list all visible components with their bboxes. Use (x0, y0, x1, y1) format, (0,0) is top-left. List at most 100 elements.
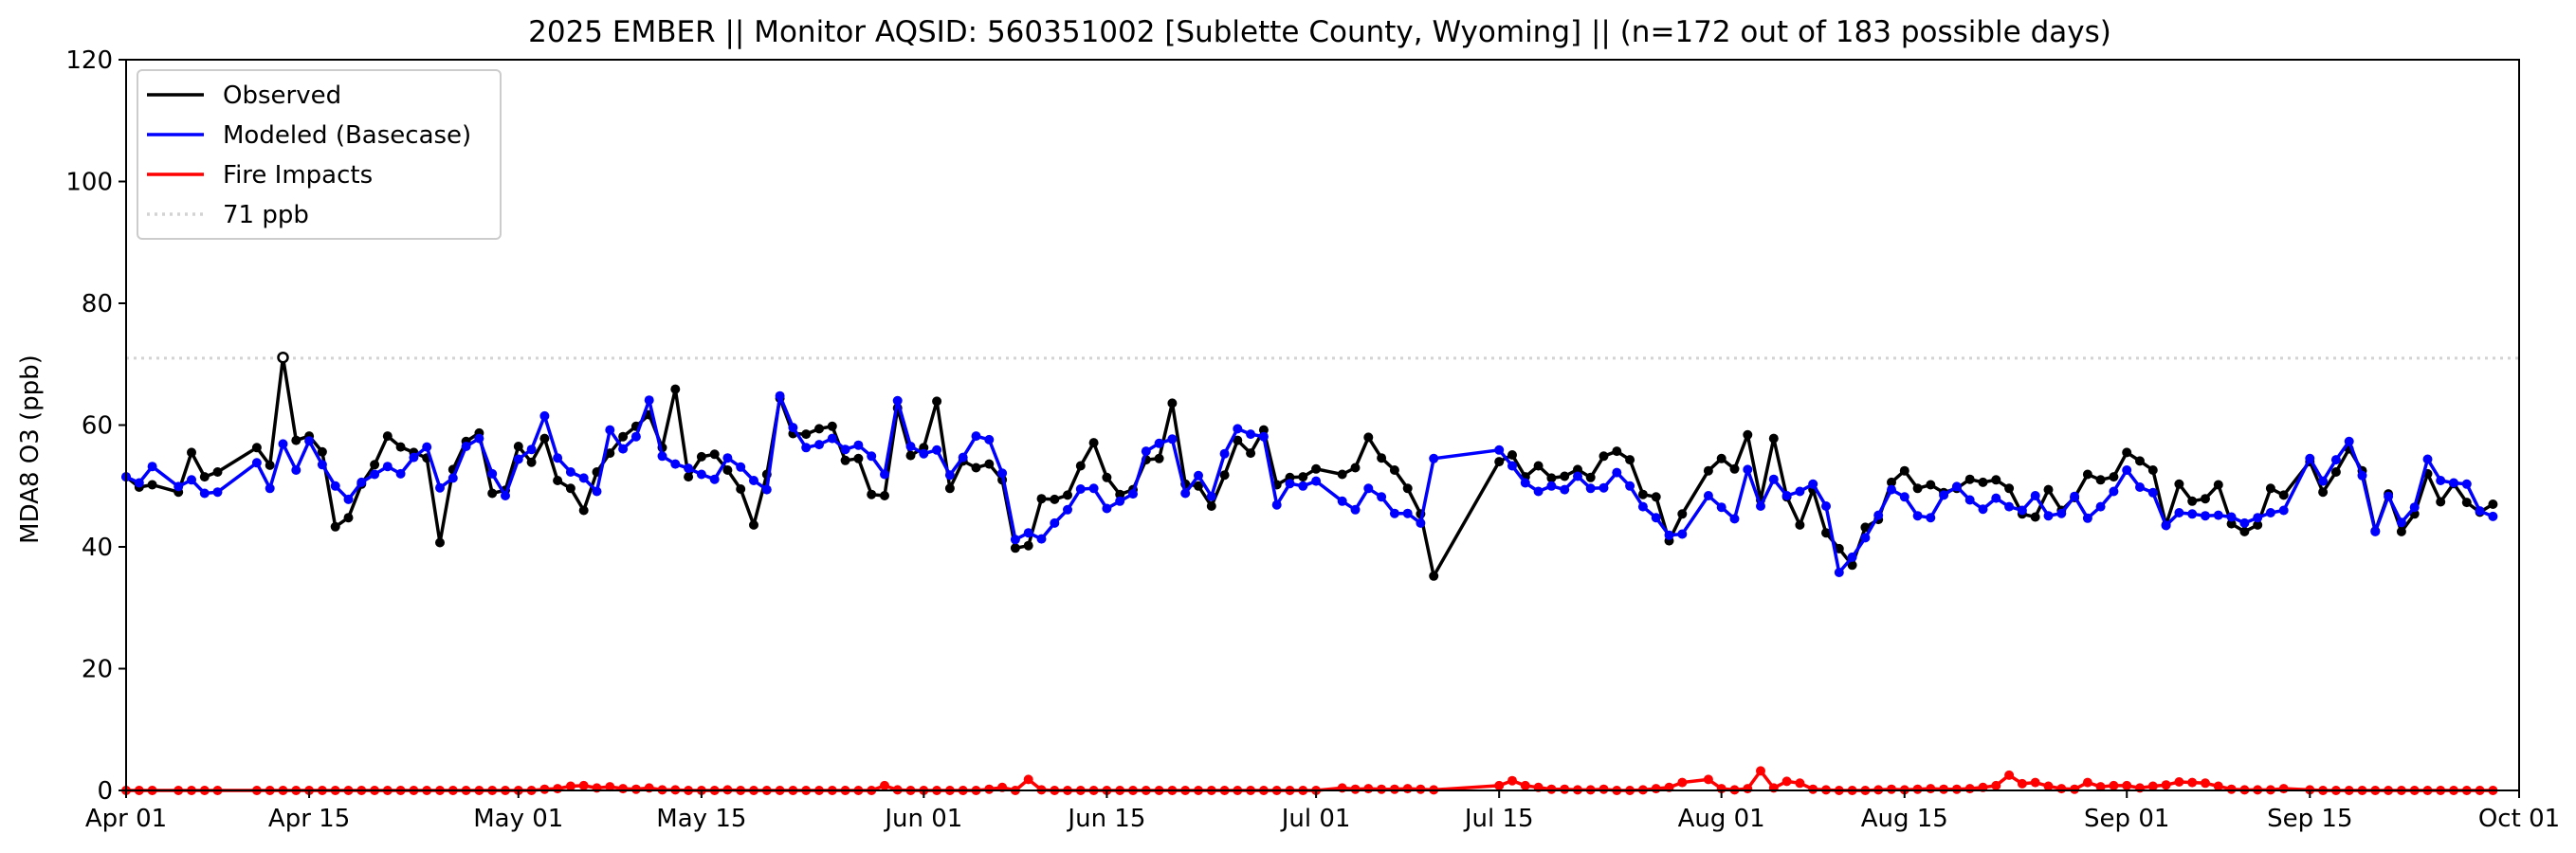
data-point (1246, 429, 1256, 440)
data-point (1389, 465, 1399, 475)
data-point (1834, 568, 1844, 577)
data-point (971, 463, 981, 473)
data-point (1128, 489, 1138, 499)
data-point (1664, 530, 1674, 540)
data-point (1743, 429, 1753, 440)
y-axis-label: MDA8 O3 (ppb) (16, 354, 45, 544)
data-point (1194, 470, 1203, 481)
data-point (553, 784, 563, 794)
data-point (1377, 492, 1387, 502)
data-point (1206, 491, 1216, 501)
series-observed (121, 351, 2498, 581)
data-point (880, 469, 889, 480)
data-point (147, 462, 157, 472)
data-point (1625, 455, 1635, 465)
data-point (932, 396, 942, 407)
data-point (1951, 784, 1962, 794)
data-point (2475, 506, 2485, 517)
data-point (2213, 480, 2223, 490)
data-point (1651, 784, 1661, 794)
data-point (2213, 781, 2223, 791)
data-point (2449, 478, 2458, 488)
data-point (291, 465, 301, 475)
data-point (2043, 511, 2054, 521)
data-point (2030, 512, 2040, 522)
data-point (853, 440, 864, 450)
data-point (2030, 777, 2040, 788)
data-point (2187, 777, 2198, 788)
data-point (736, 484, 746, 494)
data-point (2396, 517, 2406, 528)
data-point (2422, 454, 2433, 464)
data-point (1494, 445, 1505, 455)
data-point (2226, 784, 2237, 794)
data-point (1350, 504, 1361, 515)
data-point (448, 473, 458, 483)
data-point (1716, 502, 1726, 513)
data-point (1036, 494, 1047, 504)
axes-layer: 0 20 40 60 80 100 120 Apr 01 Apr 15 May 01 May 15 J… (65, 46, 2560, 833)
data-point (2278, 784, 2289, 794)
x-tick-label: May 15 (656, 805, 746, 833)
data-point (1063, 490, 1072, 500)
data-point (370, 460, 380, 470)
series-line-observed (124, 355, 2494, 578)
data-point (1036, 534, 1047, 544)
data-point (2226, 512, 2237, 522)
data-point (618, 444, 629, 454)
data-point (1887, 784, 1896, 794)
data-point (1743, 464, 1753, 475)
y-tick-label: 0 (97, 777, 113, 806)
x-tick-label: Apr 15 (268, 805, 350, 833)
data-point (1167, 398, 1178, 408)
data-point (1651, 492, 1661, 502)
data-point (2043, 781, 2054, 791)
data-point (1599, 784, 1609, 794)
data-point (565, 781, 575, 791)
data-point (1429, 571, 1439, 581)
data-point (2082, 513, 2092, 523)
data-point (265, 460, 275, 470)
data-point (2344, 436, 2354, 446)
data-point (1311, 463, 1322, 474)
data-point (696, 451, 706, 462)
data-point (395, 442, 406, 452)
data-point (1899, 492, 1909, 502)
data-point (2070, 784, 2080, 794)
data-point (1585, 472, 1596, 482)
data-point (422, 442, 432, 452)
data-point (2122, 465, 2132, 475)
y-tick-label: 60 (82, 412, 113, 441)
data-point (1677, 529, 1688, 539)
data-point (317, 446, 327, 457)
data-point (1808, 479, 1818, 489)
data-point (2043, 484, 2054, 495)
data-point (1899, 465, 1909, 476)
data-point (840, 455, 850, 465)
data-point (670, 459, 681, 469)
series-modeled-basecase (121, 390, 2498, 577)
data-point (278, 439, 288, 449)
data-point (618, 431, 629, 442)
data-point (251, 443, 262, 453)
data-point (1585, 483, 1596, 494)
series-line-modeled-basecase (125, 393, 2494, 574)
data-point (1887, 477, 1896, 487)
data-point (1206, 501, 1216, 511)
data-point (1729, 514, 1740, 524)
data-point (370, 469, 380, 480)
data-point (644, 395, 654, 406)
data-point (1716, 453, 1726, 463)
data-point (2305, 453, 2315, 463)
data-point (356, 477, 367, 487)
data-point (1926, 480, 1936, 490)
data-point (867, 489, 877, 499)
data-point (2201, 511, 2210, 521)
data-point (1115, 489, 1125, 499)
legend-box (137, 69, 502, 240)
data-point (592, 486, 602, 497)
data-point (2318, 487, 2329, 498)
data-point (1703, 774, 1713, 785)
data-point (1978, 477, 1988, 487)
data-point (2017, 505, 2027, 516)
